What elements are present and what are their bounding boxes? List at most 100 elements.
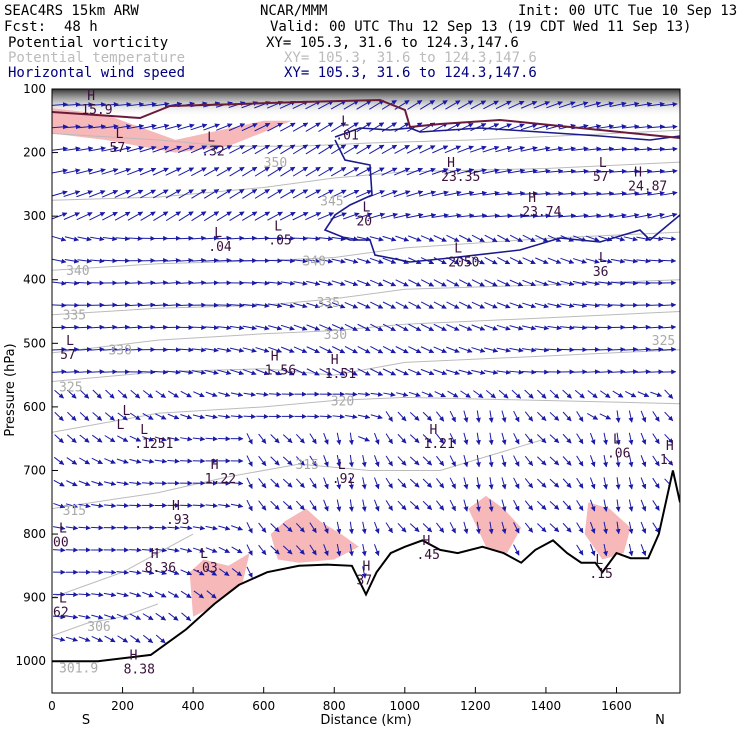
wind-arrow [282, 434, 293, 444]
wind-arrow [116, 480, 129, 486]
pv-extremum-kind: H [430, 423, 438, 438]
wind-arrow [295, 456, 305, 466]
wind-arrow [255, 303, 270, 309]
wind-arrow [547, 235, 562, 242]
pv-extremum-value: .45 [416, 548, 439, 563]
wind-arrow [282, 545, 293, 555]
wind-arrow [139, 123, 157, 130]
pv-extremum-kind: H [362, 560, 370, 575]
wind-arrow [330, 166, 347, 177]
wind-arrow [102, 211, 118, 221]
wind-arrow [537, 456, 547, 466]
wind-arrow [305, 212, 322, 221]
wind-arrow [246, 455, 253, 467]
wind-arrow [408, 368, 422, 376]
wind-arrow [309, 544, 317, 556]
wind-arrow [420, 235, 435, 242]
wind-arrow [91, 434, 103, 443]
wind-arrow [242, 325, 257, 331]
wind-arrow [408, 323, 422, 332]
wind-arrow [88, 102, 107, 108]
wind-arrow [394, 144, 410, 154]
wind-arrow [191, 167, 207, 177]
wind-arrow [501, 410, 507, 423]
pv-extremum-kind: H [634, 165, 642, 180]
wind-arrow [534, 280, 549, 287]
wind-arrow [323, 477, 329, 490]
wind-arrow [537, 389, 547, 399]
wind-arrow [661, 236, 677, 242]
wind-arrow [628, 477, 634, 490]
wind-arrow [382, 257, 397, 264]
wind-arrow [484, 256, 498, 265]
wind-arrow [622, 101, 640, 107]
wind-arrow [470, 100, 487, 110]
wind-arrow [128, 324, 143, 330]
y-tick-label: 100 [23, 82, 46, 96]
wind-arrow [292, 144, 309, 155]
wind-arrow [52, 302, 67, 308]
wind-arrow [647, 190, 665, 196]
wind-arrow [179, 302, 194, 308]
wind-arrow [549, 478, 560, 488]
wind-arrow [488, 432, 494, 446]
wind-arrow [323, 544, 329, 557]
wind-arrow [155, 591, 167, 598]
wind-arrow [589, 499, 596, 512]
wind-arrow [336, 499, 342, 512]
wind-arrow [246, 522, 253, 534]
wind-arrow [660, 101, 678, 107]
wind-arrow [640, 544, 647, 557]
wind-arrow [191, 257, 207, 263]
wind-arrow [625, 390, 637, 398]
wind-arrow [203, 145, 220, 154]
wind-arrow [115, 236, 131, 242]
pv-high-region [52, 108, 292, 153]
wind-arrow [385, 411, 393, 422]
wind-arrow [576, 477, 584, 489]
wind-arrow [53, 479, 65, 487]
wind-arrow [596, 101, 614, 108]
theta-label: 315 [63, 504, 86, 519]
pv-extremum-value: .01 [335, 129, 358, 144]
pv-extremum-kind: L [454, 242, 462, 257]
wind-arrow [306, 258, 321, 264]
wind-arrow [357, 368, 371, 376]
wind-arrow [610, 258, 626, 264]
pv-extremum-value: 20 [356, 214, 372, 229]
wind-arrow [92, 389, 102, 399]
wind-arrow [640, 521, 647, 534]
wind-arrow [419, 100, 436, 110]
wind-arrow [318, 280, 334, 286]
wind-arrow [615, 477, 621, 490]
wind-arrow [293, 258, 308, 264]
wind-arrow [397, 456, 407, 466]
wind-arrow [218, 414, 231, 420]
pv-extremum-kind: H [422, 534, 430, 549]
wind-arrow [445, 369, 460, 376]
wind-arrow [615, 454, 621, 468]
wind-arrow [101, 168, 119, 175]
wind-arrow [381, 167, 398, 176]
wind-arrow [361, 566, 367, 579]
wind-arrow [522, 302, 537, 309]
wind-arrow [584, 101, 602, 108]
wind-arrow [65, 636, 78, 642]
wind-arrow [482, 145, 500, 153]
wind-arrow [660, 124, 678, 130]
wind-arrow [203, 211, 220, 222]
theta-label: 325 [652, 334, 675, 349]
wind-arrow [612, 390, 624, 398]
wind-arrow [152, 189, 169, 199]
wind-arrow [445, 100, 461, 110]
wind-arrow [648, 347, 664, 352]
wind-arrow [433, 323, 447, 331]
wind-arrow [130, 635, 141, 643]
wind-arrow [497, 257, 511, 265]
wind-arrow [373, 477, 380, 490]
wind-arrow [558, 146, 577, 152]
wind-arrow [319, 368, 333, 376]
wind-arrow [537, 523, 547, 533]
wind-arrow [463, 521, 469, 534]
wind-arrow [104, 614, 116, 620]
